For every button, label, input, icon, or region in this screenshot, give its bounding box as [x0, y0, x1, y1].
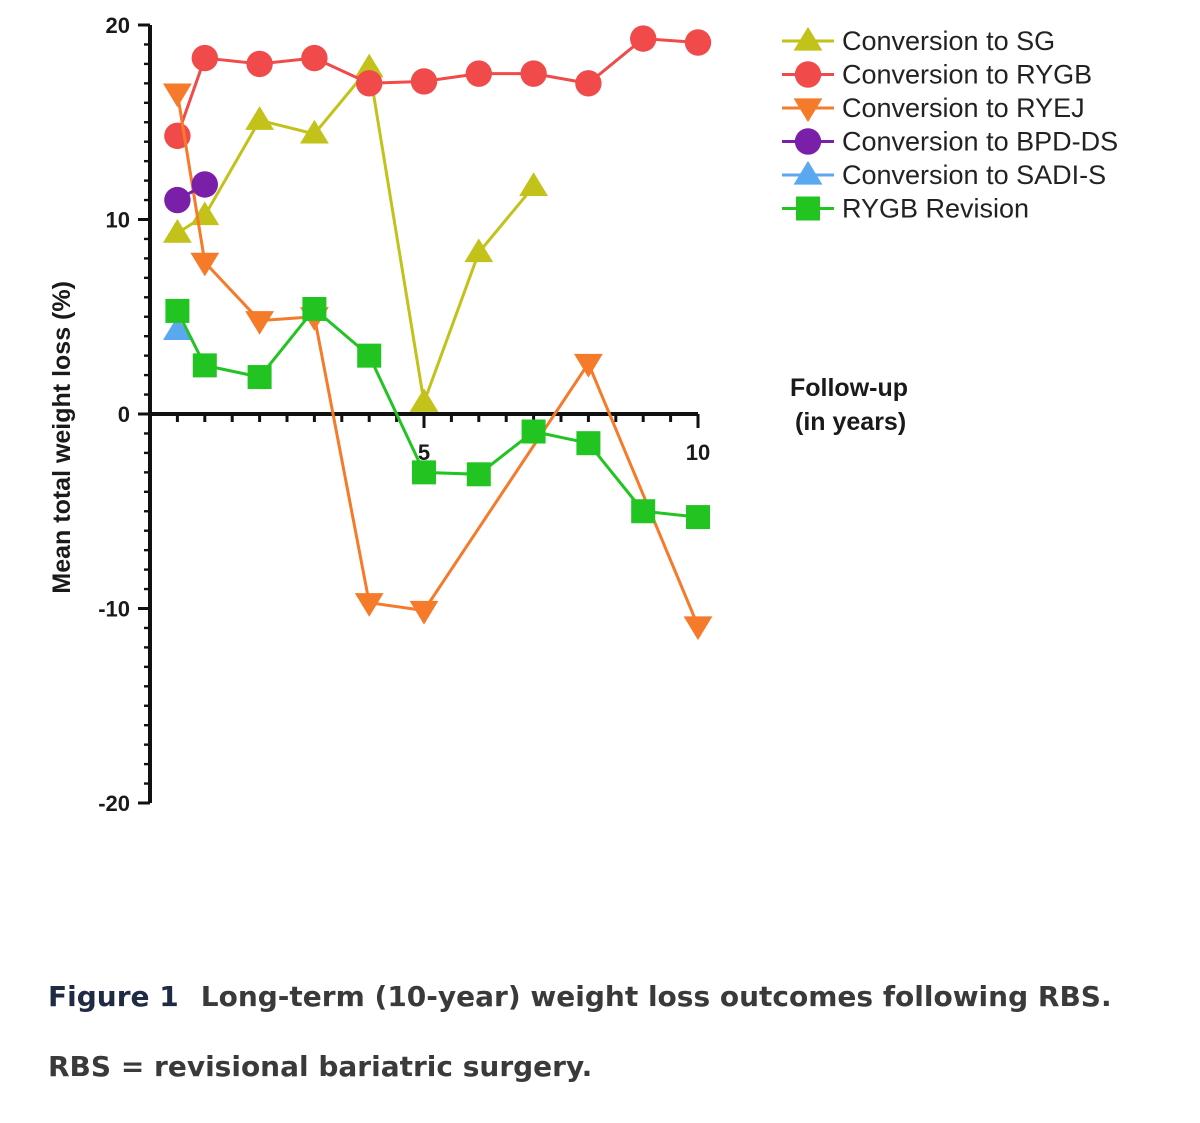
data-point: [246, 50, 273, 78]
data-point: [409, 600, 439, 625]
legend-label: RYGB Revision: [842, 194, 1029, 224]
legend-entry: RYGB Revision: [782, 194, 1029, 224]
legend-marker: [794, 128, 822, 155]
series-conversion-to-rygb: [164, 25, 712, 150]
series-rygb-revision: [165, 296, 710, 530]
data-point: [163, 218, 192, 243]
series-line: [175, 92, 700, 627]
data-point: [412, 460, 436, 485]
legend-label: Conversion to RYGB: [842, 60, 1092, 90]
figure-caption-text: Long-term (10-year) weight loss outcomes…: [48, 980, 1112, 1083]
data-point: [630, 25, 657, 52]
chart-axes: 20 10 0 -10 -20 5 10 Mean total weight loss (%)…: [48, 13, 908, 816]
data-point: [300, 119, 329, 144]
chart-series: [163, 25, 713, 641]
data-point: [247, 365, 272, 390]
data-point: [409, 388, 439, 412]
data-point: [163, 316, 192, 340]
legend-entry: Conversion to BPD-DS: [782, 127, 1118, 157]
data-point: [465, 60, 492, 87]
legend-label: Conversion to BPD-DS: [842, 127, 1118, 157]
data-point: [466, 462, 491, 487]
series-line: [176, 64, 535, 409]
data-point: [356, 70, 383, 97]
legend-marker: [796, 196, 820, 221]
x-axis-title: Follow-up (in years): [790, 374, 908, 436]
data-point: [686, 505, 710, 530]
data-point: [165, 298, 190, 323]
line-chart: 20 10 0 -10 -20 5 10 Mean total weight loss (%)…: [48, 13, 1118, 816]
data-point: [354, 593, 384, 617]
data-point: [575, 70, 602, 97]
data-point: [301, 44, 328, 72]
data-point: [191, 44, 218, 72]
data-point: [163, 83, 192, 108]
data-point: [464, 238, 494, 263]
data-point: [521, 419, 546, 444]
legend-entry: Conversion to SG: [782, 26, 1055, 56]
data-point: [519, 172, 548, 197]
data-point: [684, 29, 712, 56]
series-conversion-to-sg: [163, 53, 548, 412]
data-point: [245, 311, 274, 335]
figure-caption: Figure 1 Long-term (10-year) weight loss …: [48, 962, 1158, 1102]
y-tick-label: 20: [106, 13, 130, 38]
data-point: [354, 53, 384, 78]
series-conversion-to-bpd-ds: [164, 171, 218, 214]
data-point: [576, 431, 601, 456]
legend-entry: Conversion to SADI-S: [782, 160, 1106, 190]
data-point: [631, 499, 656, 524]
data-point: [520, 60, 547, 87]
legend-marker: [793, 160, 823, 185]
data-point: [190, 252, 220, 277]
data-point: [245, 106, 274, 130]
y-tick-label: -20: [98, 791, 130, 816]
legend-marker: [793, 98, 823, 123]
data-point: [357, 343, 382, 368]
y-tick-label: 0: [118, 402, 130, 427]
x-tick-label: 5: [418, 440, 430, 465]
legend-marker: [793, 26, 823, 51]
y-tick-label: -10: [98, 597, 130, 622]
series-conversion-to-ryej: [163, 83, 713, 641]
legend-entry: Conversion to RYEJ: [782, 93, 1085, 123]
legend-marker: [794, 61, 822, 88]
series-conversion-to-sadi-s: [163, 316, 192, 340]
y-axis-title: Mean total weight loss (%): [48, 281, 76, 594]
legend-label: Conversion to SG: [842, 26, 1055, 56]
x-axis-title-line: Follow-up: [790, 374, 908, 402]
data-point: [164, 186, 191, 214]
data-point: [302, 296, 327, 321]
legend-entry: Conversion to RYGB: [782, 60, 1092, 90]
data-point: [410, 68, 438, 95]
data-point: [574, 353, 603, 378]
x-tick-label: 10: [686, 440, 710, 465]
y-tick-label: 10: [106, 208, 130, 233]
legend-label: Conversion to RYEJ: [842, 93, 1085, 123]
x-axis-title-line: (in years): [795, 408, 906, 436]
figure-label: Figure 1: [48, 980, 179, 1013]
legend-label: Conversion to SADI-S: [842, 160, 1106, 190]
data-point: [191, 171, 218, 198]
data-point: [683, 616, 713, 641]
data-point: [192, 353, 217, 378]
